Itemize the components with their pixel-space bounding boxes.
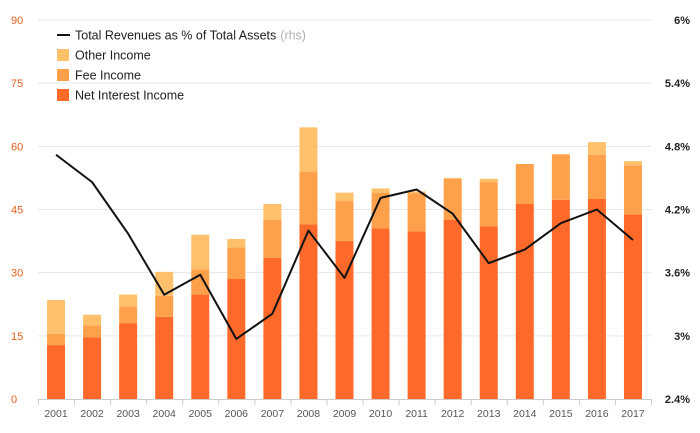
bar-fee-income-2017 <box>623 165 642 215</box>
bar-fee-income-2008 <box>299 171 318 225</box>
bar-net-interest-income-2008 <box>299 224 318 399</box>
x-tick-2003: 2003 <box>116 408 140 420</box>
legend-label-line-note: (rhs) <box>280 29 306 43</box>
bar-net-interest-income-2005 <box>191 294 210 399</box>
bar-other-income-2002 <box>83 314 102 326</box>
bar-other-income-2001 <box>47 300 66 334</box>
legend-swatch-other-income <box>57 49 69 61</box>
axes: 0 15 30 45 60 75 90 2.4% 3% 3.6% 4.2% 4.8% 5.4% 6% 200… <box>11 15 690 420</box>
x-tick-2008: 2008 <box>297 408 321 420</box>
bar-net-interest-income-2002 <box>83 337 102 399</box>
bar-fee-income-2015 <box>551 154 570 200</box>
bar-fee-income-2003 <box>119 306 138 324</box>
legend-label-line-name: Total Revenues as % of Total Assets <box>75 29 276 43</box>
revenue-ratio-line <box>55 153 634 340</box>
y-left-tick-6: 90 <box>11 15 23 27</box>
legend-label-fee-income: Fee Income <box>75 69 141 83</box>
bar-net-interest-income-2009 <box>335 241 354 399</box>
bar-other-income-2007 <box>263 204 282 221</box>
bar-other-income-2017 <box>623 161 642 166</box>
bar-other-income-2009 <box>335 192 354 202</box>
bar-fee-income-2013 <box>479 182 498 227</box>
bar-fee-income-2001 <box>47 333 66 346</box>
bars <box>47 127 642 399</box>
y-right-tick-0: 2.4% <box>665 394 690 406</box>
x-tick-2002: 2002 <box>80 408 104 420</box>
bar-other-income-2008 <box>299 127 318 172</box>
y-right-tick-6: 6% <box>674 15 690 27</box>
x-tick-2005: 2005 <box>189 408 213 420</box>
x-tick-2014: 2014 <box>513 408 537 420</box>
x-tick-2007: 2007 <box>261 408 285 420</box>
bar-fee-income-2011 <box>407 193 426 232</box>
x-tick-2016: 2016 <box>585 408 609 420</box>
bar-fee-income-2004 <box>155 295 174 317</box>
x-tick-2017: 2017 <box>621 408 645 420</box>
bar-other-income-2004 <box>155 271 174 296</box>
bar-net-interest-income-2013 <box>479 226 498 399</box>
bar-net-interest-income-2007 <box>263 257 282 399</box>
bar-fee-income-2010 <box>371 192 390 229</box>
bar-other-income-2011 <box>407 191 426 194</box>
bar-other-income-2005 <box>191 234 210 270</box>
y-left-tick-1: 15 <box>11 331 23 343</box>
y-right-tick-4: 4.8% <box>665 141 690 153</box>
y-left-tick-0: 0 <box>11 394 17 406</box>
bar-other-income-2016 <box>587 142 606 155</box>
bar-net-interest-income-2010 <box>371 228 390 399</box>
bar-net-interest-income-2012 <box>443 220 462 399</box>
bar-net-interest-income-2014 <box>515 204 534 399</box>
y-right-tick-2: 3.6% <box>665 268 690 280</box>
bar-other-income-2013 <box>479 178 498 183</box>
bar-fee-income-2006 <box>227 247 246 279</box>
bar-fee-income-2002 <box>83 325 102 338</box>
bar-net-interest-income-2016 <box>587 198 606 399</box>
bar-other-income-2006 <box>227 238 246 248</box>
bar-other-income-2003 <box>119 294 138 307</box>
bar-fee-income-2014 <box>515 164 534 205</box>
bar-net-interest-income-2015 <box>551 199 570 399</box>
x-tick-2004: 2004 <box>153 408 177 420</box>
x-tick-2013: 2013 <box>477 408 501 420</box>
x-tick-2011: 2011 <box>405 408 428 420</box>
bar-fee-income-2005 <box>191 269 210 295</box>
bar-net-interest-income-2001 <box>47 345 66 399</box>
x-tick-2012: 2012 <box>441 408 465 420</box>
legend-label-line: Total Revenues as % of Total Assets (rhs) <box>75 29 306 43</box>
x-tick-2009: 2009 <box>333 408 357 420</box>
legend-swatch-fee-income <box>57 69 69 81</box>
legend-label-other-income: Other Income <box>75 49 151 63</box>
bar-net-interest-income-2003 <box>119 323 138 399</box>
y-right-tick-1: 3% <box>674 331 690 343</box>
x-tick-2006: 2006 <box>225 408 249 420</box>
bar-other-income-2012 <box>443 177 462 179</box>
x-tick-2010: 2010 <box>369 408 393 420</box>
bar-net-interest-income-2004 <box>155 316 174 399</box>
x-tick-2001: 2001 <box>44 408 68 420</box>
bar-net-interest-income-2011 <box>407 231 426 399</box>
y-left-tick-4: 60 <box>11 141 23 153</box>
y-left-tick-5: 75 <box>11 78 23 90</box>
x-tick-2015: 2015 <box>549 408 573 420</box>
bar-other-income-2010 <box>371 188 390 193</box>
line-total-revenues-pct-assets <box>55 153 634 340</box>
bar-net-interest-income-2017 <box>623 214 642 399</box>
y-left-tick-3: 45 <box>11 205 23 217</box>
bar-fee-income-2009 <box>335 201 354 242</box>
y-left-tick-2: 30 <box>11 268 23 280</box>
legend: Total Revenues as % of Total Assets (rhs)… <box>57 29 306 103</box>
bar-fee-income-2016 <box>587 154 606 199</box>
legend-swatch-net-interest-income <box>57 89 69 101</box>
y-right-tick-3: 4.2% <box>665 205 690 217</box>
bar-fee-income-2007 <box>263 220 282 258</box>
legend-label-net-interest-income: Net Interest Income <box>75 89 184 103</box>
y-right-tick-5: 5.4% <box>665 78 690 90</box>
